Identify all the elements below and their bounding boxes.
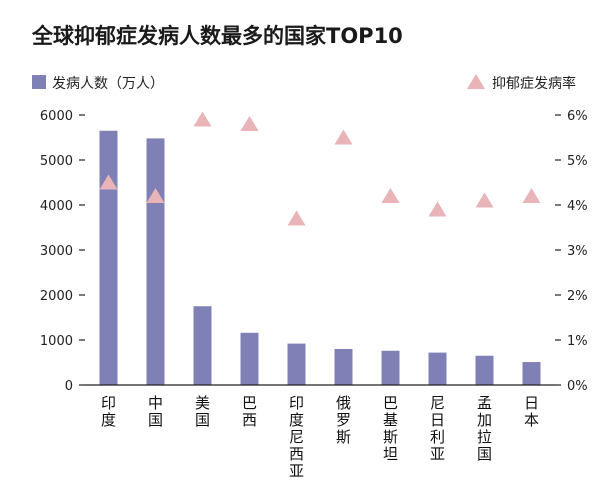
legend-triangle-marker	[467, 74, 485, 89]
left-tick-label-5: 5000	[40, 154, 73, 169]
category-label-0: 印度	[101, 394, 116, 429]
left-tick-label-0: 0	[65, 379, 73, 394]
right-axis: 0% 1% 2% 3% 4% 5% 6%	[555, 109, 588, 394]
legend-bar-swatch	[32, 75, 46, 89]
left-tick-label-1: 1000	[40, 334, 73, 349]
bar-8	[475, 355, 494, 385]
left-tick-label-3: 3000	[40, 244, 73, 259]
category-label-3: 巴西	[242, 394, 257, 429]
right-tick-label-6: 6%	[567, 109, 588, 124]
category-label-6: 巴基斯坦	[383, 394, 398, 463]
chart-title: 全球抑郁症发病人数最多的国家TOP10	[31, 24, 403, 48]
right-tick-label-3: 3%	[567, 244, 588, 259]
left-tick-label-4: 4000	[40, 199, 73, 214]
bar-7	[428, 352, 447, 385]
bar-9	[522, 362, 541, 385]
category-label-8: 孟加拉国	[477, 394, 492, 463]
right-tick-label-0: 0%	[567, 379, 588, 394]
bar-5	[334, 349, 353, 385]
category-label-2: 美国	[195, 394, 210, 429]
bar-1	[146, 138, 165, 385]
bar-6	[381, 350, 400, 385]
rate-marker-8	[475, 192, 494, 208]
bar-0	[99, 130, 118, 385]
category-label-5: 俄罗斯	[336, 394, 351, 446]
legend-marker-label: 抑郁症发病率	[492, 75, 576, 92]
bar-3	[240, 332, 259, 385]
rate-marker-9	[522, 188, 541, 203]
bars-layer	[99, 130, 541, 385]
right-tick-label-5: 5%	[567, 154, 588, 169]
right-tick-label-4: 4%	[567, 199, 588, 214]
rate-marker-3	[240, 116, 259, 131]
legend-bar-label: 发病人数（万人）	[52, 76, 164, 92]
rate-marker-4	[287, 210, 306, 226]
rate-marker-0	[99, 174, 118, 190]
left-tick-label-2: 2000	[40, 289, 73, 304]
left-axis: 0 1000 2000 3000 4000 5000 6000	[40, 109, 85, 394]
rate-marker-2	[193, 111, 212, 127]
rate-marker-5	[334, 129, 353, 145]
rate-marker-7	[428, 201, 447, 217]
category-label-1: 中国	[148, 394, 163, 429]
right-tick-label-1: 1%	[567, 334, 588, 349]
category-label-7: 尼日利亚	[430, 394, 445, 463]
right-tick-label-2: 2%	[567, 289, 588, 304]
category-label-4: 印度尼西亚	[289, 394, 304, 480]
bar-2	[193, 306, 212, 385]
rate-marker-1	[146, 188, 165, 203]
category-label-9: 日本	[524, 394, 539, 429]
bar-4	[287, 343, 306, 385]
markers-layer	[99, 111, 541, 226]
legend: 发病人数（万人） 抑郁症发病率	[32, 74, 576, 92]
rate-marker-6	[381, 188, 400, 203]
left-tick-label-6: 6000	[40, 109, 73, 124]
